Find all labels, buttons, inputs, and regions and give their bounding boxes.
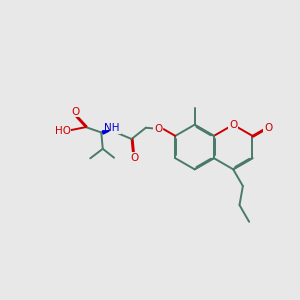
Text: O: O xyxy=(154,124,163,134)
Polygon shape xyxy=(102,131,109,134)
Text: O: O xyxy=(131,153,139,163)
Text: O: O xyxy=(229,120,237,130)
Text: O: O xyxy=(71,107,80,117)
Text: O: O xyxy=(264,123,272,133)
Text: HO: HO xyxy=(55,126,70,136)
Text: NH: NH xyxy=(104,123,120,133)
